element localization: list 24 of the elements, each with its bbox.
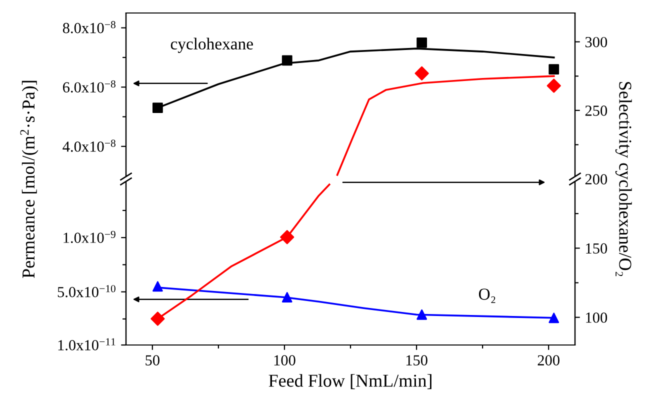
y2-tick-label: 100 xyxy=(586,312,608,323)
x-tick-label: 200 xyxy=(538,355,560,366)
point xyxy=(152,102,163,114)
x-tick-label: 100 xyxy=(274,355,296,366)
x-tick-label: 50 xyxy=(146,355,160,366)
y-axis-title: Permeance [mol/(m$^{2}$·s·Pa)] xyxy=(20,80,38,278)
y2-axis-title: Selectivity cyclohexane/O₂ xyxy=(615,82,632,276)
y2-tick-label: 250 xyxy=(585,106,608,116)
y-tick-label: 4.0x10$^{−8}$ xyxy=(62,140,116,152)
point xyxy=(282,55,292,66)
point xyxy=(416,37,428,48)
x-axis-title: Feed Flow [NmL/min] xyxy=(268,374,432,390)
x-tick-label: 150 xyxy=(406,355,428,366)
y2-tick-label: 300 xyxy=(585,36,608,48)
point xyxy=(548,64,560,75)
y-tick-label: 1.0x10$^{−11}$ xyxy=(58,338,116,350)
y2-tick-label: 150 xyxy=(586,243,608,254)
y-tick-label: 1.0x10$^{−9}$ xyxy=(64,230,116,244)
y2-tick-label: 200 xyxy=(585,174,608,184)
y-tick-label: 5.0x10$^{−10}$ xyxy=(58,285,116,298)
y-tick-label: 6.0x10$^{−8}$ xyxy=(63,80,116,93)
y-tick-label: 8.0x10$^{−8}$ xyxy=(62,21,116,34)
text: O₂ xyxy=(478,288,496,304)
series-label: cyclohexane xyxy=(170,38,253,53)
